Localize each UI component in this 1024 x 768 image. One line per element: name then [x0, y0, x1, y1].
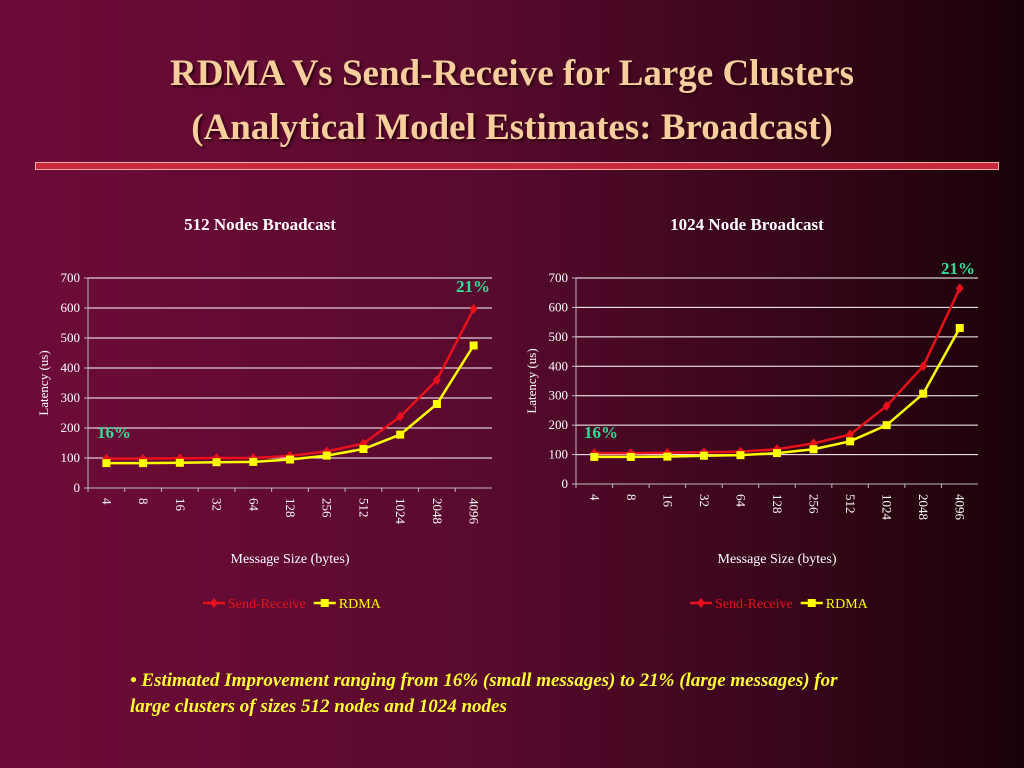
x-axis-label: Message Size (bytes)	[231, 552, 350, 567]
x-tick-label: 512	[843, 494, 858, 514]
marker	[699, 451, 708, 460]
marker	[469, 303, 478, 314]
marker	[469, 341, 478, 350]
marker	[432, 400, 441, 408]
x-tick-label: 16	[660, 494, 675, 508]
series-line	[594, 287, 961, 455]
y-tick-label: 600	[549, 299, 569, 314]
marker	[249, 457, 258, 466]
marker	[846, 437, 855, 446]
legend-marker	[697, 598, 705, 608]
x-tick-label: 4	[587, 494, 602, 501]
annotation: 21%	[456, 277, 490, 296]
legend-marker	[807, 599, 816, 607]
marker	[286, 455, 294, 464]
y-tick-label: 500	[61, 330, 81, 345]
y-tick-label: 100	[549, 447, 569, 462]
y-tick-label: 300	[61, 390, 81, 405]
x-tick-label: 32	[697, 494, 712, 507]
legend-label: Send-Receive	[228, 597, 306, 612]
annotation: 21%	[941, 259, 975, 278]
marker	[590, 452, 599, 461]
x-tick-label: 4	[99, 498, 114, 505]
marker	[396, 430, 405, 439]
marker	[955, 324, 964, 333]
x-tick-label: 256	[320, 498, 335, 518]
x-tick-label: 2048	[916, 494, 931, 520]
marker	[139, 459, 148, 468]
y-tick-label: 0	[562, 476, 569, 491]
marker	[175, 458, 184, 467]
x-tick-label: 128	[283, 498, 298, 518]
x-tick-label: 8	[624, 494, 639, 501]
marker	[919, 361, 928, 372]
y-tick-label: 0	[74, 480, 81, 495]
y-tick-label: 200	[61, 420, 81, 435]
x-tick-label: 64	[246, 498, 261, 512]
marker	[773, 449, 781, 458]
legend-label: RDMA	[826, 597, 869, 612]
x-tick-label: 4096	[467, 498, 482, 525]
x-tick-label: 1024	[880, 494, 895, 521]
y-tick-label: 700	[61, 270, 81, 285]
marker	[102, 459, 111, 468]
x-tick-label: 512	[356, 498, 371, 518]
marker	[846, 429, 855, 440]
x-tick-label: 4096	[953, 494, 968, 521]
marker	[626, 452, 635, 461]
y-tick-label: 100	[61, 450, 81, 465]
legend-marker	[320, 599, 329, 607]
chart-title: 1024 Node Broadcast	[670, 215, 824, 234]
marker	[736, 451, 745, 460]
series-line	[106, 308, 475, 460]
y-tick-label: 400	[61, 360, 81, 375]
series-line	[106, 344, 475, 465]
marker	[882, 421, 891, 430]
y-axis-label: Latency (us)	[524, 348, 539, 413]
marker	[955, 283, 964, 294]
x-tick-label: 128	[770, 494, 785, 514]
y-tick-label: 200	[549, 417, 569, 432]
slide-title: RDMA Vs Send-Receive for Large Clusters	[169, 53, 855, 94]
x-tick-label: 2048	[430, 498, 445, 524]
slide-subtitle: (Analytical Model Estimates: Broadcast)	[191, 107, 833, 148]
y-tick-label: 700	[549, 270, 569, 285]
legend-label: RDMA	[339, 597, 382, 612]
marker	[882, 401, 891, 412]
annotation: 16%	[97, 423, 131, 442]
marker	[809, 445, 818, 454]
y-tick-label: 300	[549, 388, 569, 403]
x-tick-label: 32	[210, 498, 225, 511]
marker	[322, 451, 331, 460]
title-rule	[35, 162, 999, 170]
legend-marker	[210, 598, 218, 608]
marker	[359, 445, 368, 453]
marker	[919, 389, 928, 398]
y-tick-label: 400	[549, 358, 569, 373]
y-axis-label: Latency (us)	[36, 350, 51, 415]
annotation: 16%	[584, 423, 618, 442]
x-tick-label: 8	[136, 498, 151, 505]
x-axis-label: Message Size (bytes)	[718, 552, 837, 567]
x-tick-label: 256	[807, 494, 822, 514]
series-line	[594, 327, 961, 459]
marker	[396, 411, 405, 422]
marker	[663, 452, 672, 461]
x-tick-label: 64	[733, 494, 748, 508]
x-tick-label: 16	[173, 498, 188, 512]
y-tick-label: 600	[61, 300, 81, 315]
x-tick-label: 1024	[393, 498, 408, 525]
y-tick-label: 500	[549, 329, 569, 344]
chart-title: 512 Nodes Broadcast	[184, 215, 336, 234]
marker	[212, 458, 221, 467]
marker	[432, 375, 441, 385]
legend-label: Send-Receive	[715, 597, 793, 612]
note: • Estimated Improvement ranging from 16%…	[130, 670, 838, 717]
